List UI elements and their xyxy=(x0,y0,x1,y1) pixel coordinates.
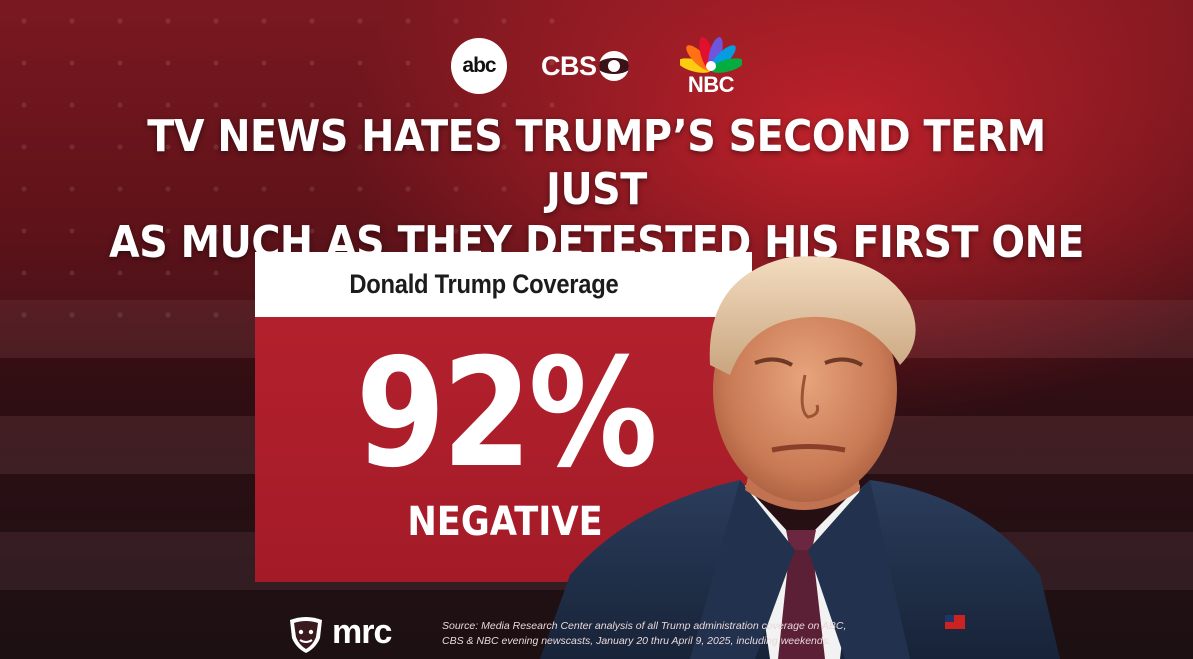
mrc-bulldog-shield-icon xyxy=(290,617,322,653)
headline-line-1: TV NEWS HATES TRUMP’S SECOND TERM JUST xyxy=(147,111,1046,215)
nbc-logo-text: NBC xyxy=(687,72,735,97)
cbs-logo: CBS xyxy=(541,48,629,84)
negative-percentage: 92% xyxy=(355,327,658,501)
source-line-2: CBS & NBC evening newscasts, January 20 … xyxy=(442,635,831,647)
trump-portrait xyxy=(540,256,1060,659)
abc-logo-icon: abc xyxy=(451,38,507,94)
nbc-peacock-icon xyxy=(678,37,744,73)
source-note: Source: Media Research Center analysis o… xyxy=(442,619,922,649)
cbs-logo-text: CBS xyxy=(541,50,597,81)
footer: mrc Source: Media Research Center analys… xyxy=(286,612,926,656)
card-title: Donald Trump Coverage xyxy=(348,269,619,299)
cbs-eye-icon xyxy=(598,51,629,81)
mrc-brand-text: mrc xyxy=(332,613,392,651)
network-logos: abc CBS NBC xyxy=(0,34,1193,97)
nbc-logo: NBC xyxy=(678,34,744,97)
card-header: Donald Trump Coverage xyxy=(255,252,752,317)
source-line-1: Source: Media Research Center analysis o… xyxy=(442,620,847,632)
negative-label: NEGATIVE xyxy=(407,499,603,545)
